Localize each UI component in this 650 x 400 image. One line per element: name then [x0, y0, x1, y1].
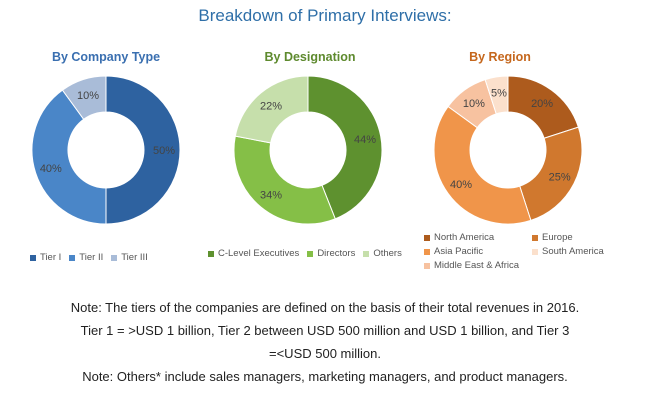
legend-swatch	[424, 262, 430, 269]
legend-label: South America	[542, 246, 604, 257]
legend-swatch	[532, 234, 538, 241]
legend-label: Europe	[542, 232, 573, 243]
legend-label: Tier I	[40, 252, 62, 263]
legend-swatch	[363, 250, 370, 257]
slice-tier-iii	[61, 75, 107, 120]
legend-item-europe: Europe	[532, 232, 636, 243]
legend-item-south-america: South America	[532, 246, 636, 257]
legend-label: Tier II	[79, 252, 104, 263]
footnotes: Note: The tiers of the companies are def…	[0, 296, 650, 388]
slice-south-america	[484, 75, 509, 115]
chart-title-designation: By Designation	[264, 50, 356, 64]
legend-item-tier-iii: Tier III	[111, 252, 148, 263]
chart-title-company-type: By Company Type	[51, 50, 161, 64]
legend-designation: C-Level Executives Directors Others	[208, 248, 410, 260]
data-label-tier-i: 50%	[153, 145, 175, 157]
legend-item-asia-pacific: Asia Pacific	[424, 246, 528, 257]
slice-directors	[233, 135, 336, 225]
slice-asia-pacific	[433, 105, 532, 225]
note-line: Note: Others* include sales managers, ma…	[82, 369, 568, 384]
legend-swatch	[424, 234, 430, 241]
donut-chart-designation: 44% 34% 22%	[233, 75, 383, 225]
legend-swatch	[208, 250, 214, 257]
slice-tier-i	[105, 75, 181, 225]
data-label-tier-ii: 40%	[40, 163, 62, 175]
legend-label: Tier III	[121, 252, 148, 263]
legend-label: C-Level Executives	[218, 248, 300, 259]
legend-label: Others	[373, 248, 402, 259]
data-label-others: 22%	[260, 100, 282, 112]
donut-chart-company-type: 50% 40% 10%	[31, 75, 181, 225]
data-label-directors: 34%	[260, 190, 282, 202]
legend-swatch	[424, 248, 430, 255]
legend-swatch	[307, 250, 314, 257]
data-label-north-america: 20%	[531, 98, 553, 110]
chart-title-region: By Region	[469, 50, 531, 64]
data-label-asia-pacific: 40%	[450, 179, 472, 191]
legend-swatch	[30, 254, 36, 261]
legend-label: Directors	[317, 248, 356, 259]
legend-label: Asia Pacific	[434, 246, 484, 257]
main-title: Breakdown of Primary Interviews:	[198, 6, 452, 25]
legend-item-north-america: North America	[424, 232, 528, 243]
legend-label: Middle East & Africa	[434, 260, 520, 271]
legend-item-middle-east-africa: Middle East & Africa	[424, 260, 528, 271]
data-label-europe: 25%	[549, 171, 571, 183]
donut-chart-region: 20% 25% 40% 10% 5%	[433, 75, 583, 225]
legend-swatch	[111, 254, 118, 261]
legend-item-others: Others	[363, 248, 402, 259]
data-label-tier-iii: 10%	[77, 90, 99, 102]
legend-swatch	[532, 248, 538, 255]
legend-company-type: Tier I Tier II Tier III	[30, 252, 156, 264]
slice-c-level-executives	[307, 75, 383, 220]
data-label-middle-east-africa: 10%	[463, 98, 485, 110]
data-label-c-level-executives: 44%	[354, 134, 376, 146]
slice-others	[234, 75, 309, 144]
note-line: =<USD 500 million.	[269, 346, 381, 361]
legend-item-tier-i: Tier I	[30, 252, 61, 263]
note-line: Note: The tiers of the companies are def…	[70, 300, 580, 315]
slice-europe	[519, 126, 583, 222]
legend-item-directors: Directors	[307, 248, 355, 259]
data-label-south-america: 5%	[491, 88, 507, 100]
legend-swatch	[69, 254, 76, 261]
slice-tier-ii	[31, 89, 107, 225]
note-line: Tier 1 = >USD 1 billion, Tier 2 between …	[80, 323, 570, 338]
legend-item-c-level-executives: C-Level Executives	[208, 248, 299, 259]
legend-region: North America Europe Asia Pacific South Ame…	[424, 232, 648, 274]
legend-label: North America	[434, 232, 495, 243]
legend-item-tier-ii: Tier II	[69, 252, 103, 263]
